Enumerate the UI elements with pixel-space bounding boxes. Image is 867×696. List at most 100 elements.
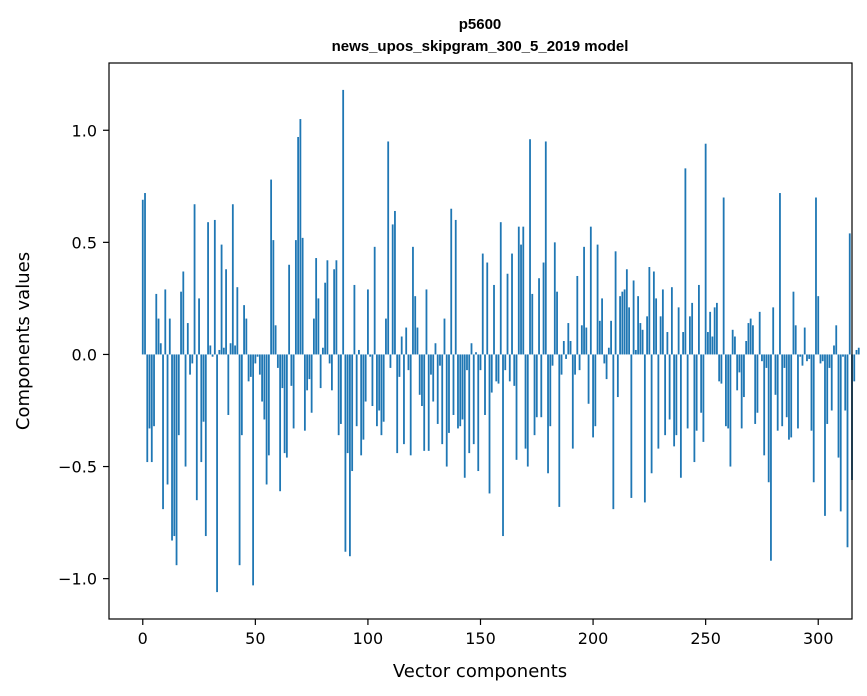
bar-247 bbox=[698, 284, 700, 355]
bar-149 bbox=[477, 354, 480, 472]
bar-192 bbox=[574, 354, 576, 375]
bar-164 bbox=[511, 253, 513, 355]
bar-224 bbox=[646, 316, 649, 355]
bar-11 bbox=[166, 354, 169, 485]
bar-265 bbox=[738, 354, 741, 373]
bar-4 bbox=[150, 354, 153, 463]
bar-91 bbox=[346, 354, 349, 454]
bar-66 bbox=[290, 354, 293, 386]
bar-232 bbox=[664, 354, 667, 436]
bar-313 bbox=[846, 354, 849, 548]
bar-45 bbox=[243, 305, 245, 355]
bar-302 bbox=[821, 354, 824, 362]
bar-107 bbox=[382, 354, 385, 422]
bar-39 bbox=[229, 343, 232, 355]
bar-260 bbox=[727, 354, 730, 429]
bar-176 bbox=[538, 278, 540, 355]
bar-47 bbox=[247, 354, 250, 382]
bar-307 bbox=[833, 345, 835, 355]
bar-65 bbox=[288, 264, 291, 355]
bar-24 bbox=[195, 354, 198, 501]
bar-318 bbox=[857, 347, 860, 355]
bar-83 bbox=[328, 354, 331, 364]
bar-118 bbox=[407, 354, 410, 371]
bar-30 bbox=[209, 345, 212, 355]
bar-235 bbox=[670, 287, 673, 355]
bar-52 bbox=[258, 354, 261, 375]
bar-256 bbox=[718, 354, 721, 382]
bar-207 bbox=[607, 347, 610, 355]
bar-95 bbox=[355, 354, 358, 427]
bar-62 bbox=[281, 354, 284, 389]
bar-117 bbox=[405, 327, 408, 355]
bar-42 bbox=[236, 287, 239, 355]
x-tick-label-50: 50 bbox=[245, 629, 265, 648]
bar-263 bbox=[734, 336, 736, 355]
bar-197 bbox=[585, 327, 588, 355]
bar-275 bbox=[761, 354, 763, 362]
bar-267 bbox=[743, 354, 745, 398]
bar-222 bbox=[641, 329, 644, 355]
bar-27 bbox=[202, 354, 205, 422]
bar-20 bbox=[186, 323, 189, 355]
bar-276 bbox=[763, 354, 766, 456]
bar-98 bbox=[362, 354, 365, 440]
bar-165 bbox=[513, 354, 516, 386]
bar-162 bbox=[506, 273, 509, 355]
bar-227 bbox=[652, 271, 655, 355]
bar-274 bbox=[758, 311, 761, 355]
bar-67 bbox=[292, 354, 295, 429]
bar-188 bbox=[565, 354, 567, 359]
bar-129 bbox=[432, 354, 435, 402]
bar-134 bbox=[443, 318, 446, 355]
y-axis-ticks: −1.0 −0.5 0.0 0.5 1.0 bbox=[58, 121, 109, 589]
bar-6 bbox=[155, 293, 158, 355]
bar-109 bbox=[387, 141, 390, 355]
bar-35 bbox=[220, 244, 223, 355]
bar-92 bbox=[349, 354, 351, 557]
bar-14 bbox=[173, 354, 176, 537]
bar-317 bbox=[855, 349, 858, 355]
bar-101 bbox=[369, 354, 372, 357]
bar-159 bbox=[499, 222, 502, 355]
bar-298 bbox=[812, 354, 815, 483]
bar-106 bbox=[380, 354, 383, 436]
bar-115 bbox=[400, 336, 403, 355]
bar-93 bbox=[351, 354, 354, 472]
bar-259 bbox=[725, 354, 727, 427]
bar-153 bbox=[486, 262, 489, 355]
bar-147 bbox=[472, 354, 475, 445]
bar-216 bbox=[628, 307, 630, 355]
bar-287 bbox=[788, 354, 790, 440]
bar-77 bbox=[315, 258, 318, 355]
bar-54 bbox=[263, 354, 266, 420]
bar-172 bbox=[529, 139, 531, 355]
bar-244 bbox=[691, 302, 694, 355]
bar-285 bbox=[783, 354, 786, 368]
bar-191 bbox=[571, 354, 574, 449]
bar-283 bbox=[779, 193, 781, 355]
bar-150 bbox=[479, 354, 482, 371]
bar-31 bbox=[211, 354, 214, 357]
bar-300 bbox=[817, 296, 820, 355]
x-axis-label: Vector components bbox=[393, 661, 567, 682]
bar-217 bbox=[630, 354, 633, 498]
bar-215 bbox=[625, 269, 628, 355]
bar-292 bbox=[799, 354, 802, 357]
bar-22 bbox=[191, 354, 194, 364]
bar-168 bbox=[520, 244, 522, 355]
bar-166 bbox=[515, 354, 518, 460]
bar-132 bbox=[439, 354, 441, 366]
bar-186 bbox=[560, 354, 563, 375]
bar-125 bbox=[423, 354, 426, 451]
x-tick-label-0: 0 bbox=[138, 629, 148, 648]
bar-297 bbox=[810, 354, 813, 431]
bar-234 bbox=[668, 354, 671, 420]
bar-248 bbox=[700, 354, 703, 413]
bar-246 bbox=[695, 354, 698, 431]
bar-82 bbox=[326, 260, 329, 355]
bar-146 bbox=[470, 343, 473, 355]
bar-122 bbox=[416, 327, 419, 355]
bar-128 bbox=[430, 354, 432, 375]
bar-94 bbox=[353, 284, 356, 355]
